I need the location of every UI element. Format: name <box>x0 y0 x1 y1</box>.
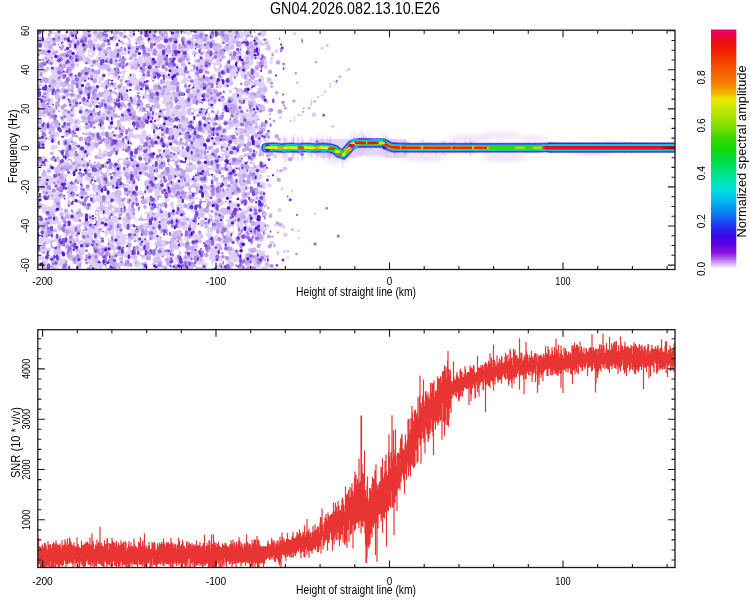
svg-text:4000: 4000 <box>19 358 32 379</box>
svg-text:0.4: 0.4 <box>694 166 707 181</box>
svg-text:0: 0 <box>18 145 31 151</box>
svg-text:SNR (10 * v/v): SNR (10 * v/v) <box>9 407 23 478</box>
svg-text:0.2: 0.2 <box>694 214 707 228</box>
svg-text:40: 40 <box>18 64 31 75</box>
svg-text:-40: -40 <box>18 218 31 233</box>
svg-text:0.8: 0.8 <box>694 70 707 84</box>
svg-text:GN04.2026.082.13.10.E26: GN04.2026.082.13.10.E26 <box>270 0 440 17</box>
svg-text:Normalized spectral amplitude: Normalized spectral amplitude <box>735 65 749 237</box>
svg-text:0.6: 0.6 <box>694 118 707 132</box>
svg-text:60: 60 <box>18 25 31 36</box>
svg-text:20: 20 <box>18 103 31 114</box>
svg-text:100: 100 <box>555 574 571 587</box>
svg-text:0.0: 0.0 <box>694 261 707 276</box>
svg-text:100: 100 <box>555 274 571 287</box>
svg-text:-200: -200 <box>32 574 53 587</box>
svg-text:1000: 1000 <box>19 509 32 530</box>
svg-text:-60: -60 <box>18 258 31 273</box>
svg-text:Frequency (Hz): Frequency (Hz) <box>6 109 20 183</box>
svg-text:Height of straight line (km): Height of straight line (km) <box>296 285 416 299</box>
svg-text:-20: -20 <box>18 179 31 194</box>
svg-text:-200: -200 <box>32 274 53 287</box>
svg-text:-100: -100 <box>206 574 227 587</box>
svg-text:-100: -100 <box>206 274 227 287</box>
svg-text:Height of straight line (km): Height of straight line (km) <box>296 583 416 597</box>
